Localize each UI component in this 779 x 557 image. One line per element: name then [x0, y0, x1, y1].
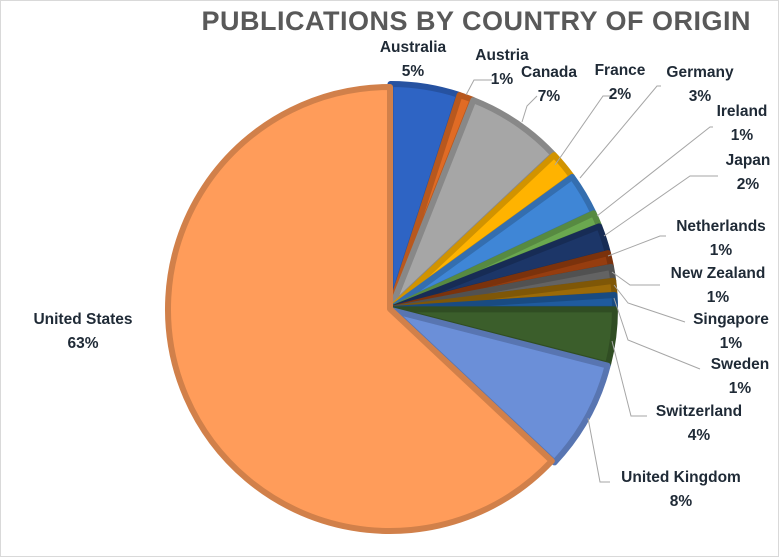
data-label-name-australia: Australia	[380, 39, 447, 56]
data-label-pct-new-zealand: 1%	[707, 289, 730, 306]
data-label-name-netherlands: Netherlands	[676, 218, 766, 235]
data-label-name-new-zealand: New Zealand	[671, 265, 766, 282]
data-label-name-ireland: Ireland	[717, 103, 768, 120]
data-label-name-switzerland: Switzerland	[656, 403, 742, 420]
chart-title: PUBLICATIONS BY COUNTRY OF ORIGIN	[201, 6, 751, 36]
leader-line-germany	[579, 85, 661, 179]
leader-line-ireland	[596, 126, 713, 217]
data-label-name-singapore: Singapore	[693, 311, 769, 328]
data-label-pct-singapore: 1%	[720, 335, 743, 352]
data-label-pct-sweden: 1%	[729, 380, 752, 397]
data-label-name-germany: Germany	[666, 64, 734, 81]
data-label-pct-france: 2%	[609, 86, 632, 103]
data-label-pct-united-states: 63%	[67, 335, 98, 352]
data-label-pct-australia: 5%	[402, 63, 425, 80]
data-label-pct-canada: 7%	[538, 88, 561, 105]
leader-line-netherlands	[607, 235, 666, 257]
data-label-name-canada: Canada	[521, 64, 577, 81]
data-label-name-united-states: United States	[33, 311, 132, 328]
data-label-pct-japan: 2%	[737, 176, 760, 193]
leader-line-sweden	[613, 297, 701, 370]
data-label-name-sweden: Sweden	[711, 356, 770, 373]
data-label-pct-switzerland: 4%	[688, 427, 711, 444]
leader-line-united-kingdom	[587, 417, 610, 483]
data-label-name-france: France	[595, 62, 646, 79]
pie-slice-united-states	[165, 84, 555, 534]
data-label-pct-germany: 3%	[689, 88, 712, 105]
data-label-name-united-kingdom: United Kingdom	[621, 469, 741, 486]
data-label-pct-austria: 1%	[491, 71, 514, 88]
data-label-name-japan: Japan	[726, 152, 771, 169]
data-labels: Australia 5% Austria 1% Canada 7% France 2% Germ…	[33, 39, 770, 510]
leader-line-switzerland	[611, 340, 647, 417]
leader-lines	[465, 79, 718, 483]
leader-line-singapore	[613, 284, 686, 323]
pie-slices	[165, 81, 618, 534]
pie-slice-united-kingdom	[389, 307, 611, 466]
leader-line-canada	[521, 95, 538, 123]
leader-line-austria	[465, 79, 492, 96]
data-label-pct-united-kingdom: 8%	[670, 493, 693, 510]
data-label-pct-ireland: 1%	[731, 127, 754, 144]
leader-line-france	[554, 95, 611, 166]
leader-line-new-zealand	[611, 271, 660, 286]
data-label-pct-netherlands: 1%	[710, 242, 733, 259]
data-label-name-austria: Austria	[475, 47, 529, 64]
leader-line-japan	[603, 175, 718, 237]
